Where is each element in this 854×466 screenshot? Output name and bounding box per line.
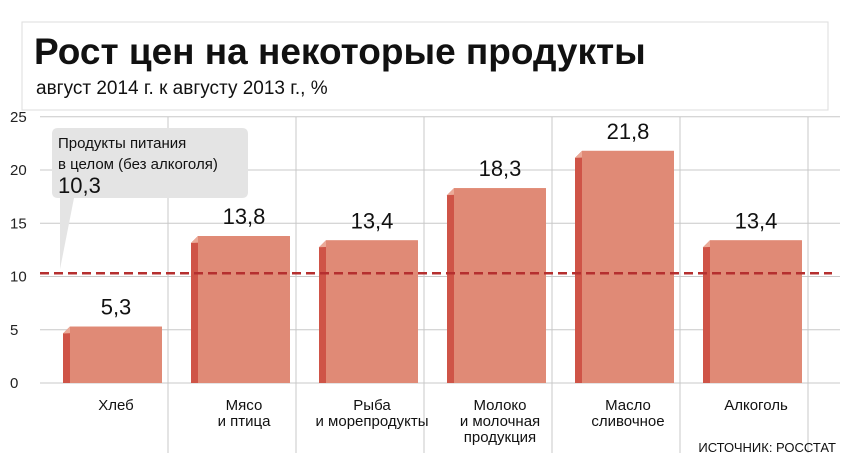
bar-side [575, 150, 582, 383]
bar [198, 236, 290, 383]
chart-title: Рост цен на некоторые продукты [34, 31, 646, 72]
y-tick-label: 5 [10, 322, 18, 339]
bar-value-label: 13,4 [735, 208, 778, 233]
bar-value-label: 13,4 [351, 208, 394, 233]
bar-side [191, 236, 198, 383]
category-label: продукция [464, 429, 536, 446]
category-label: и молочная [460, 413, 540, 430]
reference-callout: Продукты питания в целом (без алкоголя) … [52, 128, 248, 270]
callout-label-line: в целом (без алкоголя) [58, 156, 218, 173]
y-tick-label: 25 [10, 109, 27, 126]
callout-value: 10,3 [58, 173, 101, 198]
y-axis-ticks: 0 5 10 15 20 25 [10, 109, 27, 392]
callout-box [52, 128, 248, 270]
source-note: ИСТОЧНИК: РОССТАТ [698, 440, 836, 455]
bar-side [319, 240, 326, 383]
bar [326, 240, 418, 383]
y-tick-label: 15 [10, 215, 27, 232]
bar-side [447, 188, 454, 383]
bar-side [703, 240, 710, 383]
bar-value-label: 5,3 [101, 295, 132, 320]
bar-value-label: 13,8 [223, 204, 266, 229]
category-label: Мясо [226, 397, 263, 414]
category-label: сливочное [591, 413, 664, 430]
bar [710, 240, 802, 383]
bar-value-label: 18,3 [479, 156, 522, 181]
y-tick-label: 0 [10, 375, 18, 392]
bar [70, 326, 162, 383]
category-label: и птица [218, 413, 272, 430]
bar-side [63, 326, 70, 383]
y-tick-label: 20 [10, 162, 27, 179]
bar [454, 188, 546, 383]
category-label: Рыба [353, 397, 391, 414]
category-label: и морепродукты [316, 413, 429, 430]
category-label: Хлеб [98, 397, 134, 414]
title-block: Рост цен на некоторые продукты август 20… [21, 21, 829, 111]
callout-label-line: Продукты питания [58, 135, 186, 152]
category-label: Масло [605, 397, 651, 414]
title-panel [21, 21, 829, 111]
bar [582, 150, 674, 383]
y-tick-label: 10 [10, 269, 27, 286]
category-label: Молоко [473, 397, 526, 414]
bar-value-label: 21,8 [607, 119, 650, 144]
bars [63, 150, 802, 383]
chart-subtitle: август 2014 г. к августу 2013 г., % [36, 78, 328, 99]
category-label: Алкоголь [724, 397, 788, 414]
